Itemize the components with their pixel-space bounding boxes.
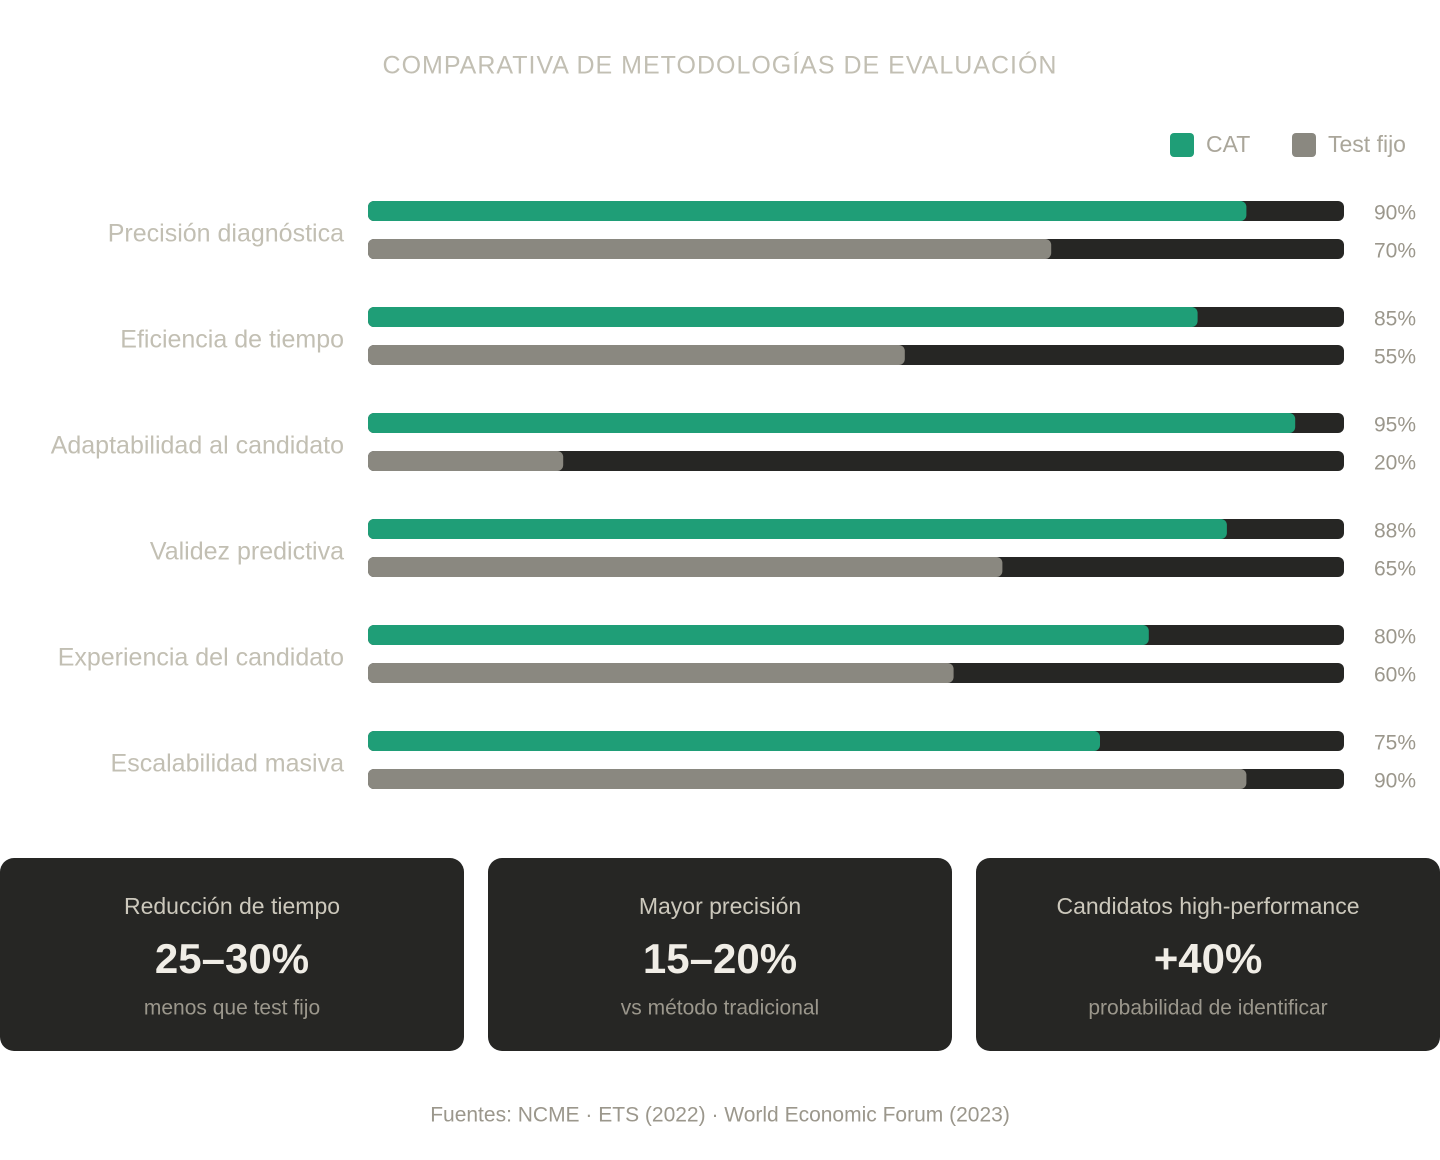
legend-swatch xyxy=(1170,133,1194,157)
value-label: 60% xyxy=(1374,664,1416,687)
bar xyxy=(368,731,1100,751)
bar xyxy=(368,345,905,365)
legend-label: CAT xyxy=(1206,131,1250,157)
footer: Fuentes: NCME · ETS (2022) · World Econo… xyxy=(430,1104,1010,1127)
bar xyxy=(368,557,1003,577)
bar xyxy=(368,413,1296,433)
value-label: 75% xyxy=(1374,732,1416,755)
chart-title: COMPARATIVA DE METODOLOGÍAS DE EVALUACIÓ… xyxy=(383,51,1058,80)
category-label: Experiencia del candidato xyxy=(58,644,344,672)
value-label: 90% xyxy=(1374,770,1416,793)
bar xyxy=(368,625,1149,645)
legend-swatch xyxy=(1292,133,1316,157)
category-label: Adaptabilidad al candidato xyxy=(51,432,344,460)
stat-value: +40% xyxy=(1154,935,1263,982)
bar xyxy=(368,201,1247,221)
stat-label: Candidatos high-performance xyxy=(1056,893,1359,919)
bar xyxy=(368,307,1198,327)
value-label: 20% xyxy=(1374,452,1416,475)
value-label: 80% xyxy=(1374,626,1416,649)
stat-card xyxy=(0,858,464,1051)
bar xyxy=(368,519,1227,539)
stat-card xyxy=(976,858,1440,1051)
value-label: 88% xyxy=(1374,520,1416,543)
stat-label: Reducción de tiempo xyxy=(124,893,340,919)
legend-label: Test fijo xyxy=(1328,131,1406,157)
value-label: 85% xyxy=(1374,308,1416,331)
value-label: 95% xyxy=(1374,414,1416,437)
stat-note: menos que test fijo xyxy=(144,997,320,1020)
category-label: Eficiencia de tiempo xyxy=(120,326,344,354)
stat-note: probabilidad de identificar xyxy=(1088,997,1327,1020)
value-label: 90% xyxy=(1374,202,1416,225)
category-label: Escalabilidad masiva xyxy=(111,750,345,778)
bar-track xyxy=(368,451,1344,471)
stat-value: 15–20% xyxy=(643,935,797,982)
value-label: 55% xyxy=(1374,346,1416,369)
category-label: Validez predictiva xyxy=(150,538,344,566)
value-label: 65% xyxy=(1374,558,1416,581)
value-label: 70% xyxy=(1374,240,1416,263)
bar xyxy=(368,239,1052,259)
category-label: Precisión diagnóstica xyxy=(108,220,344,248)
bar xyxy=(368,451,564,471)
stat-label: Mayor precisión xyxy=(639,893,801,919)
stat-note: vs método tradicional xyxy=(621,997,819,1020)
bar xyxy=(368,769,1247,789)
bar xyxy=(368,663,954,683)
stat-value: 25–30% xyxy=(155,935,309,982)
stat-card xyxy=(488,858,952,1051)
